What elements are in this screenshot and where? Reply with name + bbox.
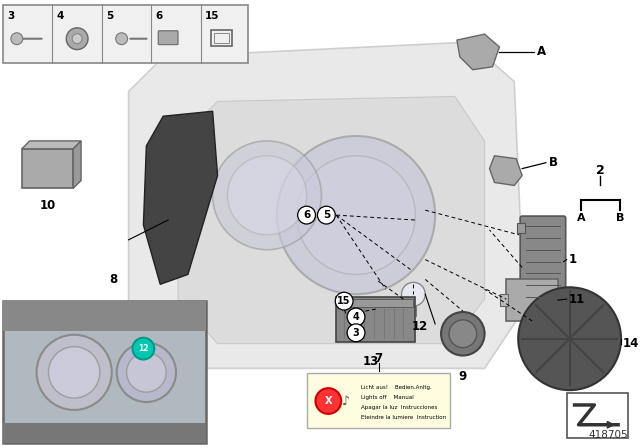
FancyBboxPatch shape — [566, 393, 628, 438]
Polygon shape — [73, 141, 81, 189]
Circle shape — [401, 282, 425, 306]
Circle shape — [36, 335, 112, 410]
FancyBboxPatch shape — [3, 5, 248, 63]
Text: 7: 7 — [374, 352, 383, 365]
Circle shape — [116, 343, 176, 402]
Text: 12: 12 — [412, 320, 428, 333]
Text: 8: 8 — [109, 273, 118, 286]
Text: 5: 5 — [323, 210, 330, 220]
Text: 2: 2 — [596, 164, 605, 177]
Text: 6: 6 — [303, 210, 310, 220]
FancyBboxPatch shape — [517, 290, 525, 300]
FancyBboxPatch shape — [410, 306, 417, 316]
FancyBboxPatch shape — [336, 297, 415, 342]
FancyBboxPatch shape — [3, 301, 205, 331]
Circle shape — [212, 141, 321, 250]
Text: B: B — [616, 213, 624, 223]
Polygon shape — [129, 42, 524, 368]
Circle shape — [335, 292, 353, 310]
FancyBboxPatch shape — [520, 216, 566, 307]
Circle shape — [518, 287, 621, 390]
Text: 6: 6 — [156, 11, 163, 22]
Circle shape — [116, 33, 127, 45]
Text: 13: 13 — [363, 355, 379, 368]
FancyBboxPatch shape — [338, 299, 413, 307]
Polygon shape — [457, 34, 499, 70]
Circle shape — [441, 312, 484, 356]
Text: Licht aus!    Bedien.Anltg.: Licht aus! Bedien.Anltg. — [361, 385, 432, 390]
Text: Apagar la luz  Instrucciones: Apagar la luz Instrucciones — [361, 405, 437, 410]
Polygon shape — [178, 96, 484, 344]
Text: 14: 14 — [623, 337, 639, 350]
FancyBboxPatch shape — [500, 294, 508, 306]
Circle shape — [297, 156, 415, 275]
Circle shape — [49, 347, 100, 398]
Circle shape — [227, 156, 307, 235]
Text: ♪: ♪ — [342, 395, 350, 408]
Text: 4: 4 — [56, 11, 64, 22]
Circle shape — [72, 34, 82, 43]
FancyBboxPatch shape — [517, 223, 525, 233]
Text: 3: 3 — [353, 328, 360, 338]
Text: Eteindre la lumiere  Instruction: Eteindre la lumiere Instruction — [361, 415, 446, 420]
Text: X: X — [324, 396, 332, 406]
Circle shape — [67, 28, 88, 50]
Circle shape — [127, 353, 166, 392]
FancyBboxPatch shape — [3, 423, 205, 443]
Text: 418705: 418705 — [588, 430, 628, 439]
Circle shape — [347, 308, 365, 326]
FancyBboxPatch shape — [214, 33, 229, 43]
FancyBboxPatch shape — [158, 31, 178, 45]
Polygon shape — [22, 141, 81, 149]
Circle shape — [298, 206, 316, 224]
Text: 5: 5 — [106, 11, 113, 22]
Circle shape — [317, 206, 335, 224]
FancyBboxPatch shape — [506, 280, 558, 321]
Text: A: A — [577, 213, 586, 223]
Circle shape — [277, 136, 435, 294]
Text: 4: 4 — [353, 312, 360, 322]
Text: 1: 1 — [569, 253, 577, 266]
FancyBboxPatch shape — [307, 373, 450, 428]
Text: A: A — [537, 45, 546, 58]
Circle shape — [449, 320, 477, 348]
Text: 15: 15 — [205, 11, 220, 22]
FancyBboxPatch shape — [22, 149, 73, 189]
FancyBboxPatch shape — [3, 301, 205, 443]
Text: B: B — [549, 156, 558, 169]
Text: Lights off    Manual: Lights off Manual — [361, 395, 413, 400]
Text: 11: 11 — [569, 293, 585, 306]
Text: 3: 3 — [7, 11, 14, 22]
Circle shape — [347, 324, 365, 342]
FancyBboxPatch shape — [211, 30, 232, 46]
Text: 10: 10 — [39, 199, 56, 212]
Circle shape — [316, 388, 341, 414]
Text: 9: 9 — [459, 370, 467, 383]
Text: 12: 12 — [138, 344, 148, 353]
Polygon shape — [143, 111, 218, 284]
Circle shape — [11, 33, 23, 45]
Circle shape — [132, 338, 154, 359]
Polygon shape — [490, 156, 522, 185]
Text: 15: 15 — [337, 296, 351, 306]
